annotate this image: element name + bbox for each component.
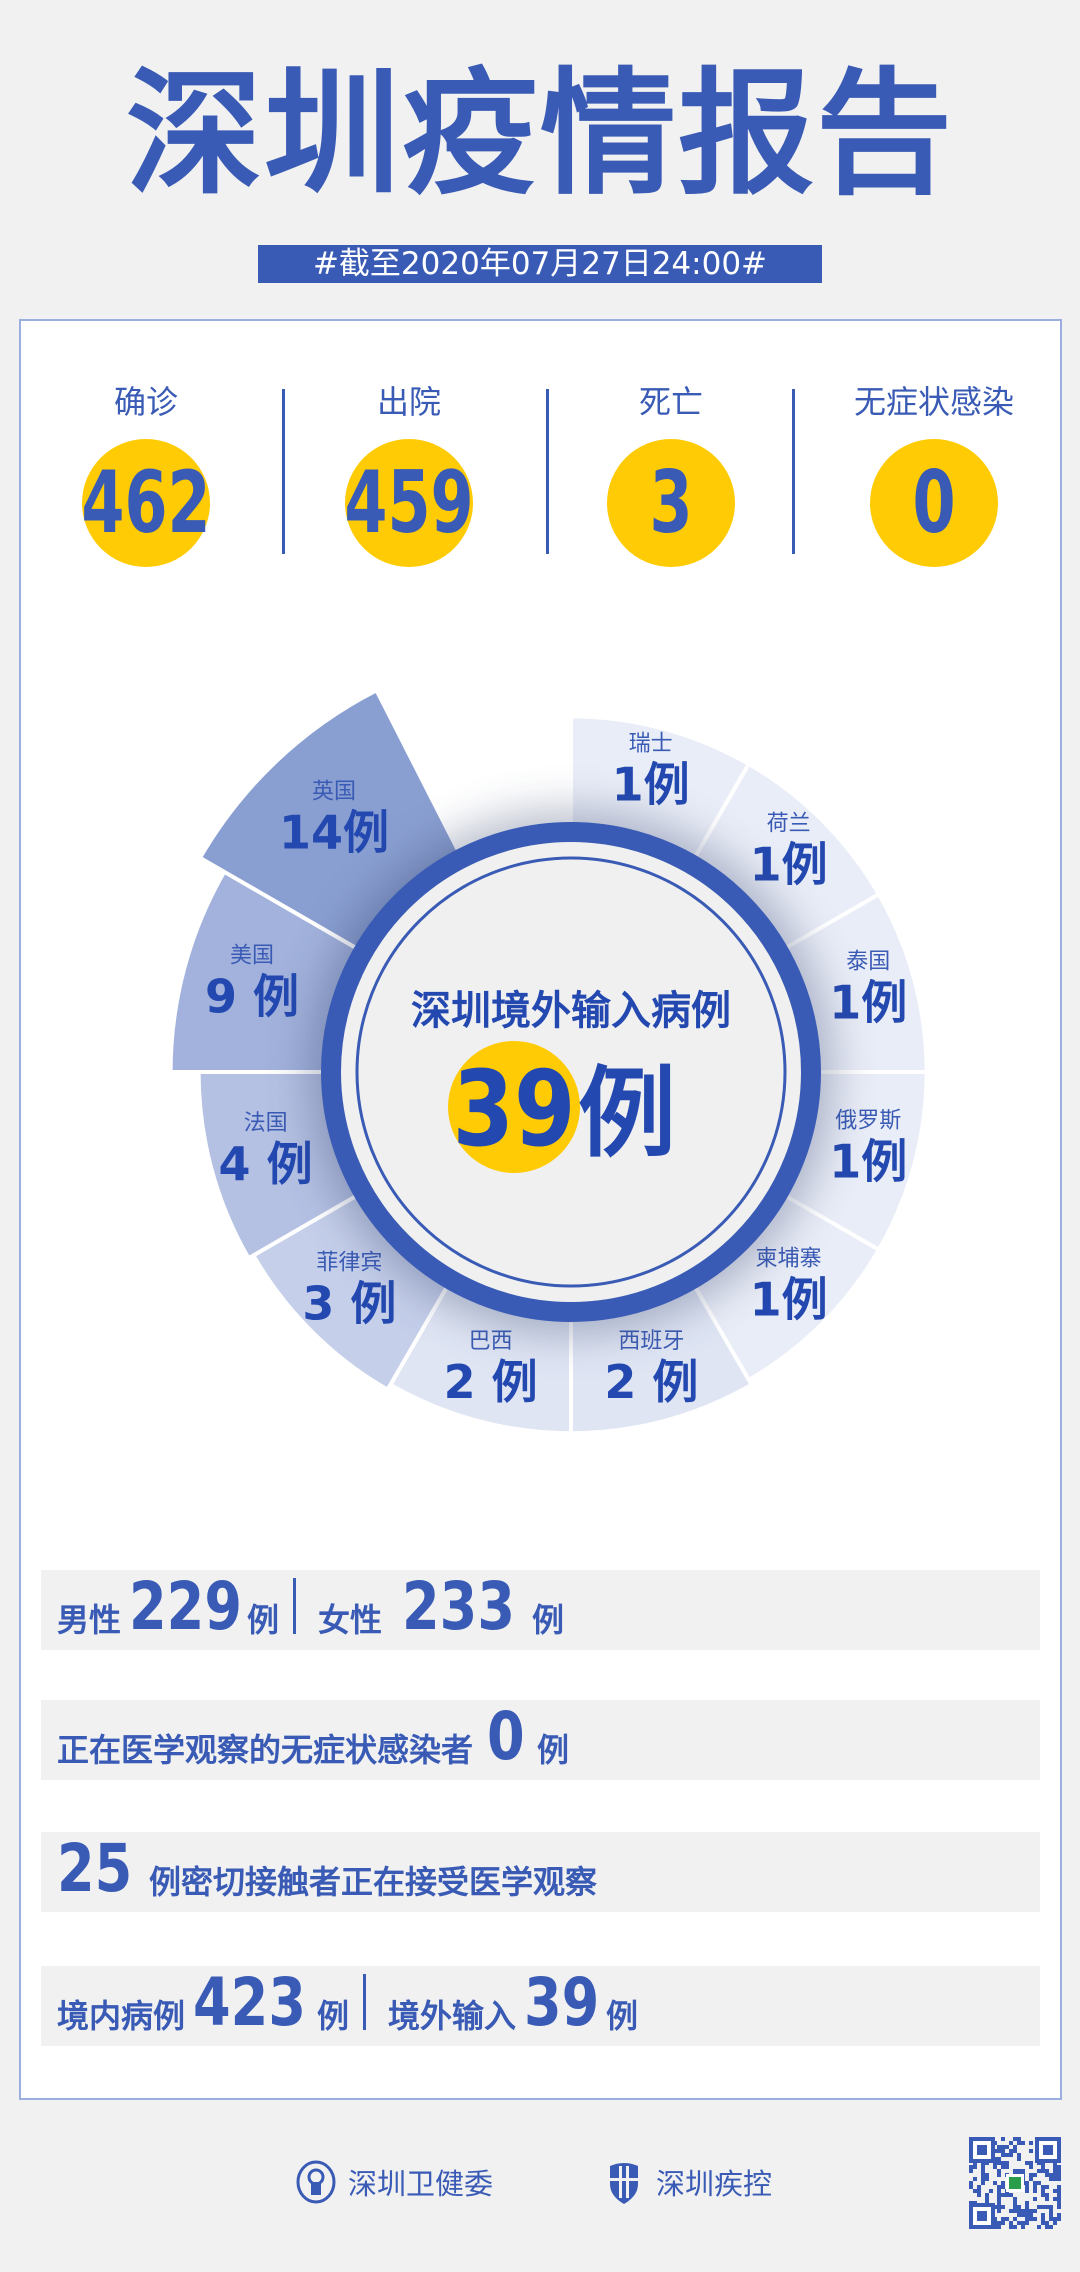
chart-total: 39 (452, 1048, 575, 1170)
wedge-country-label: 英国 (312, 779, 356, 804)
divider (293, 1578, 297, 1634)
wedge-country-label: 俄罗斯 (835, 1109, 901, 1134)
chart-unit: 例 (578, 1057, 676, 1171)
wedge-count-label: 1例 (829, 1135, 907, 1189)
divider (363, 1974, 367, 2030)
unit: 例 (317, 1997, 350, 2035)
wedge-count-label: 1例 (612, 758, 690, 812)
org-name: 深圳卫健委 (348, 2167, 494, 2201)
health-commission-logo-icon (296, 2160, 336, 2204)
wedge-count-label: 1例 (750, 1273, 828, 1327)
footer-org-cdc: 深圳疾控 (604, 2160, 772, 2204)
date-banner: #截至2020年07月27日24:00# (258, 245, 822, 283)
wedge-count-label: 2 例 (604, 1355, 698, 1409)
stat-value: 459 (344, 453, 474, 553)
stat-value: 0 (912, 453, 956, 553)
origin-bar: 境内病例 423 例 境外输入 39 例 (41, 1966, 1040, 2046)
divider (546, 389, 549, 554)
male-count: 229 (129, 1568, 242, 1645)
page-title: 深圳疫情报告 (126, 56, 954, 214)
stat-deaths: 死亡 3 (571, 380, 771, 567)
wedge-country-label: 菲律宾 (316, 1251, 382, 1276)
wedge-country-label: 瑞士 (629, 732, 673, 757)
unit: 例 (537, 1731, 570, 1769)
wedge-count-label: 14例 (279, 805, 389, 859)
contacts-count: 25 (57, 1830, 133, 1907)
stat-label: 确诊 (113, 383, 178, 421)
qr-code-icon[interactable] (968, 2136, 1062, 2230)
wedge-count-label: 2 例 (444, 1355, 538, 1409)
stat-discharged: 出院 459 (309, 380, 509, 567)
imported-label: 境外输入 (388, 1997, 517, 2035)
wedge-count-label: 1例 (750, 837, 828, 891)
stat-circle (870, 439, 998, 567)
female-label: 女性 (318, 1601, 383, 1639)
unit: 例 (532, 1601, 565, 1639)
local-count: 423 (193, 1964, 306, 2041)
stat-circle (607, 439, 735, 567)
wedge-country-label: 美国 (230, 944, 274, 969)
stat-label: 死亡 (638, 383, 703, 421)
imported-count: 39 (524, 1964, 600, 2041)
center-circle (321, 822, 821, 1322)
gender-bar: 男性 229 例 女性 233 例 (41, 1570, 1040, 1650)
asymptomatic-count: 0 (487, 1698, 525, 1775)
unit: 例 (247, 1601, 280, 1639)
wedge-country-label: 西班牙 (618, 1329, 684, 1354)
stat-circle (82, 439, 210, 567)
unit: 例 (606, 1997, 639, 2035)
wedge-country-label: 柬埔寨 (756, 1247, 822, 1272)
contacts-bar: 25 例密切接触者正在接受医学观察 (41, 1832, 1040, 1912)
wedge-country-label: 荷兰 (767, 811, 811, 836)
org-name: 深圳疾控 (656, 2167, 773, 2201)
stat-value: 3 (649, 453, 693, 553)
cdc-shield-logo-icon (606, 2163, 642, 2204)
stat-asymptomatic: 无症状感染 0 (834, 380, 1034, 567)
wedge-country-label: 法国 (244, 1111, 288, 1136)
wedge-count-label: 4 例 (219, 1137, 313, 1191)
wedge-count-label: 9 例 (205, 970, 299, 1024)
total-circle (448, 1041, 580, 1173)
female-count: 233 (402, 1568, 516, 1645)
wedge-country-label: 泰国 (846, 949, 890, 974)
asymptomatic-label: 正在医学观察的无症状感染者 (57, 1731, 474, 1769)
stat-label: 出院 (376, 383, 441, 421)
center-inner-ring (355, 856, 787, 1288)
chart-title: 深圳境外输入病例 (411, 988, 731, 1034)
wedge-count-label: 3 例 (302, 1277, 396, 1331)
divider (792, 389, 795, 554)
footer-org-health-commission: 深圳卫健委 (296, 2160, 493, 2204)
contacts-label: 例密切接触者正在接受医学观察 (149, 1863, 598, 1901)
wedge-count-label: 1例 (829, 975, 907, 1029)
stat-circle (345, 439, 473, 567)
stat-value: 462 (81, 453, 211, 553)
male-label: 男性 (57, 1601, 122, 1639)
divider (282, 389, 285, 554)
local-label: 境内病例 (57, 1997, 186, 2035)
stat-label: 无症状感染 (853, 383, 1014, 421)
wedge-country-label: 巴西 (469, 1329, 513, 1354)
asymptomatic-bar: 正在医学观察的无症状感染者 0 例 (41, 1700, 1040, 1780)
stat-confirmed: 确诊 462 (46, 380, 246, 567)
